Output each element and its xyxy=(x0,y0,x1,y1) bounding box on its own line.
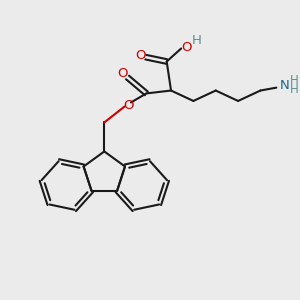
Text: H: H xyxy=(290,74,298,87)
Text: N: N xyxy=(279,79,289,92)
Text: O: O xyxy=(181,40,192,53)
Text: H: H xyxy=(191,34,201,47)
Text: O: O xyxy=(123,98,133,112)
Text: O: O xyxy=(135,49,146,62)
Text: H: H xyxy=(290,83,298,97)
Text: O: O xyxy=(117,68,128,80)
